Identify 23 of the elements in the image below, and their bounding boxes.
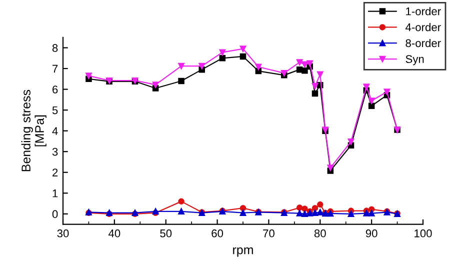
- x-tick-label: 60: [212, 229, 224, 238]
- x-axis-title: rpm: [233, 247, 253, 257]
- y-tick-label: 6: [52, 86, 58, 94]
- y-tick-label: 0: [52, 210, 58, 218]
- legend-label: Syn: [406, 55, 424, 66]
- x-tick-label: 80: [314, 229, 326, 238]
- legend-label: 4-order: [405, 23, 441, 32]
- y-tick-label: 3: [52, 148, 58, 156]
- x-tick-label: 90: [366, 229, 378, 238]
- y-tick-label: 4: [52, 127, 58, 135]
- y-tick-label: 2: [52, 168, 58, 176]
- y-tick-label: 5: [52, 106, 58, 114]
- legend-label: 1-order: [406, 7, 441, 16]
- x-tick-label: 70: [263, 229, 274, 238]
- x-tick-label: 30: [57, 229, 69, 238]
- x-tick-label: 40: [108, 229, 120, 238]
- y-tick-label: 8: [52, 44, 58, 52]
- legend-label: 8-order: [406, 38, 441, 48]
- y-tick-label: 1: [52, 190, 58, 198]
- x-tick-label: 100: [414, 229, 432, 238]
- y-tick-label: 7: [52, 64, 58, 73]
- x-tick-label: 50: [160, 229, 172, 238]
- y-axis-title: Bending stress [MPa]: [21, 90, 46, 172]
